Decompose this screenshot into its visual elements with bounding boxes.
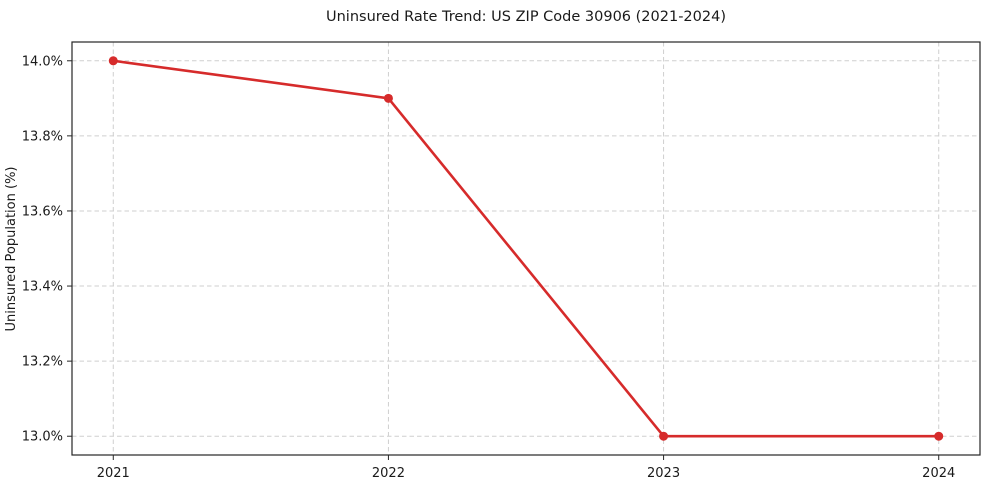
gridlines [72, 42, 980, 455]
y-tick-label: 13.6% [22, 204, 63, 219]
trend-line-series [108, 56, 944, 441]
x-tick-label: 2021 [97, 466, 130, 481]
x-tick-label: 2022 [372, 466, 405, 481]
y-tick-label: 13.2% [22, 355, 63, 370]
data-point [108, 56, 118, 66]
y-axis-label: Uninsured Population (%) [4, 167, 19, 332]
data-point [659, 431, 669, 441]
y-tick-label: 13.8% [22, 129, 63, 144]
y-tick-label: 13.4% [22, 280, 63, 295]
y-tick-label: 13.0% [22, 430, 63, 445]
trend-line [111, 59, 941, 438]
axis-ticks [67, 60, 940, 460]
data-point [383, 93, 393, 103]
chart-title: Uninsured Rate Trend: US ZIP Code 30906 … [326, 9, 726, 25]
plot-border [71, 41, 981, 456]
y-tick-label: 14.0% [22, 54, 63, 69]
x-tick-label: 2023 [647, 466, 680, 481]
x-tick-label: 2024 [922, 466, 955, 481]
data-point [934, 431, 944, 441]
tick-labels: 13.0% 13.2% 13.4% 13.6% 13.8% 14.0% 2021 2022 20… [22, 54, 956, 481]
